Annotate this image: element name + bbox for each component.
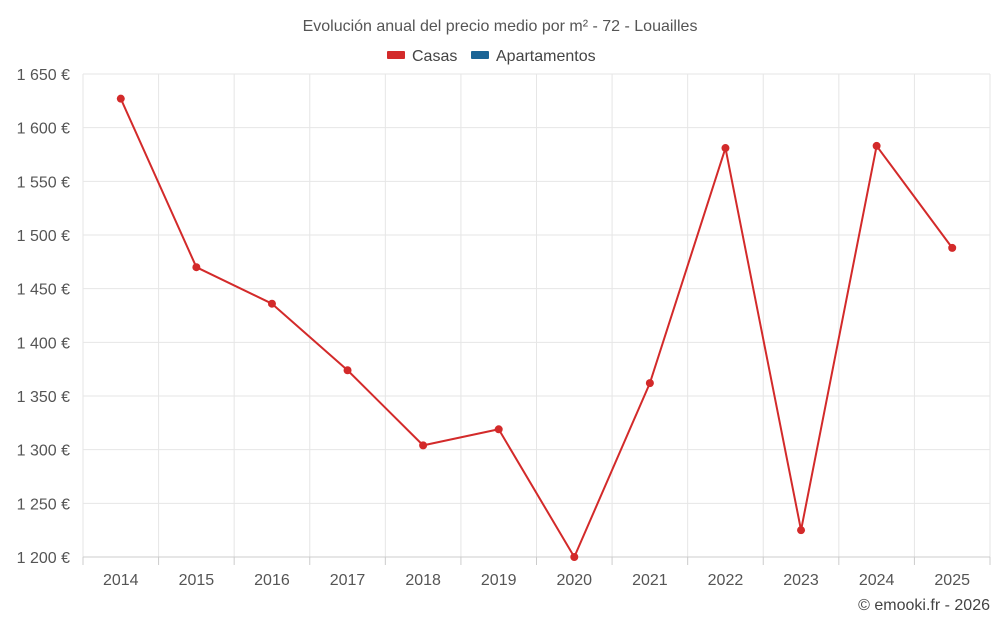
x-tick-label: 2018 xyxy=(405,572,441,589)
x-tick-label: 2014 xyxy=(103,572,139,589)
data-point-casas[interactable] xyxy=(419,441,428,450)
legend-swatch-casas[interactable] xyxy=(387,51,405,59)
y-tick-label: 1 250 € xyxy=(17,496,70,513)
y-tick-label: 1 650 € xyxy=(17,67,70,84)
series-line-casas xyxy=(119,98,954,558)
x-axis: 2014 2015 2016 2017 2018 2019 2020 2021 2022 2023… xyxy=(82,556,991,589)
legend-label-casas[interactable]: Casas xyxy=(412,48,457,65)
grid xyxy=(82,73,991,557)
data-point-casas[interactable] xyxy=(267,299,276,308)
y-tick-label: 1 550 € xyxy=(17,174,70,191)
data-point-casas[interactable] xyxy=(343,366,352,375)
x-tick-label: 2022 xyxy=(708,572,744,589)
x-tick-label: 2017 xyxy=(330,572,366,589)
x-tick-label: 2020 xyxy=(556,572,592,589)
data-point-casas[interactable] xyxy=(797,526,806,535)
y-tick-label: 1 350 € xyxy=(17,389,70,406)
y-axis: 1 200 € 1 250 € 1 300 € 1 350 € 1 400 € 1 450… xyxy=(17,67,70,567)
data-point-casas[interactable] xyxy=(494,425,503,434)
data-point-casas[interactable] xyxy=(645,379,654,388)
copyright-label: © emooki.fr - 2026 xyxy=(858,597,990,614)
y-tick-label: 1 300 € xyxy=(17,443,70,460)
data-point-casas[interactable] xyxy=(570,553,579,561)
y-tick-label: 1 200 € xyxy=(17,550,70,567)
series-layer xyxy=(116,94,957,561)
x-tick-label: 2021 xyxy=(632,572,668,589)
x-tick-label: 2016 xyxy=(254,572,290,589)
chart-title: Evolución anual del precio medio por m² … xyxy=(303,18,698,35)
legend: Casas Apartamentos xyxy=(387,48,596,65)
legend-swatch-apartamentos[interactable] xyxy=(471,51,489,59)
x-tick-label: 2025 xyxy=(934,572,970,589)
data-point-casas[interactable] xyxy=(116,94,125,103)
data-point-casas[interactable] xyxy=(721,144,730,153)
y-tick-label: 1 450 € xyxy=(17,282,70,299)
data-point-casas[interactable] xyxy=(948,243,957,252)
data-point-casas[interactable] xyxy=(872,141,881,150)
x-tick-label: 2023 xyxy=(783,572,819,589)
y-tick-label: 1 600 € xyxy=(17,121,70,138)
x-tick-label: 2019 xyxy=(481,572,517,589)
x-tick-label: 2015 xyxy=(179,572,215,589)
y-tick-label: 1 400 € xyxy=(17,335,70,352)
data-point-casas[interactable] xyxy=(192,263,201,272)
x-tick-label: 2024 xyxy=(859,572,895,589)
legend-label-apartamentos[interactable]: Apartamentos xyxy=(496,48,596,65)
y-tick-label: 1 500 € xyxy=(17,228,70,245)
